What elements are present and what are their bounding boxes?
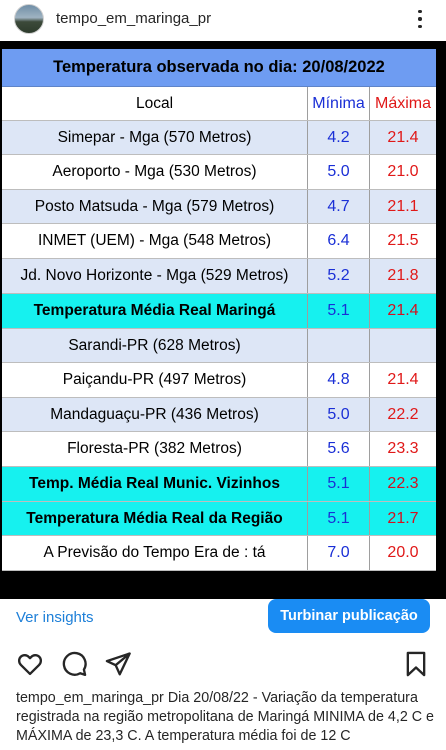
- avatar[interactable]: [14, 4, 44, 34]
- row-local: Temperatura Média Real Maringá: [2, 294, 308, 328]
- caption-text: Dia 20/08/22 - Variação da temperatura r…: [16, 690, 435, 744]
- table-row: Temperatura Média Real Maringá 5.1 21.4: [2, 294, 436, 329]
- row-min: 4.8: [308, 363, 370, 397]
- heart-icon[interactable]: [16, 650, 44, 678]
- caption-username[interactable]: tempo_em_maringa_pr: [16, 690, 164, 706]
- row-min: 5.1: [308, 502, 370, 535]
- row-local: Mandaguaçu-PR (436 Metros): [2, 398, 308, 431]
- row-local: Paiçandu-PR (497 Metros): [2, 363, 308, 397]
- row-local: Simepar - Mga (570 Metros): [2, 121, 308, 154]
- row-max: 21.4: [387, 302, 419, 319]
- post-caption: tempo_em_maringa_pr Dia 20/08/22 - Varia…: [16, 689, 436, 746]
- row-local: Floresta-PR (382 Metros): [2, 432, 308, 466]
- row-max: 21.4: [387, 128, 419, 146]
- table-row: Temp. Média Real Munic. Vizinhos 5.1 22.3: [2, 467, 436, 502]
- row-min: 5.0: [308, 398, 370, 431]
- row-max: 21.8: [387, 267, 419, 284]
- header-min: Mínima: [308, 87, 370, 120]
- post-actions: [0, 650, 446, 682]
- boost-post-button[interactable]: Turbinar publicação: [268, 599, 430, 633]
- table-row: Jd. Novo Horizonte - Mga (529 Metros) 5.2…: [2, 259, 436, 294]
- row-min: 7.0: [308, 536, 370, 570]
- row-min: 6.4: [308, 224, 370, 258]
- row-max: 21.0: [387, 163, 419, 180]
- post-username[interactable]: tempo_em_maringa_pr: [56, 10, 212, 27]
- table-row: Mandaguaçu-PR (436 Metros) 5.0 22.2: [2, 398, 436, 432]
- table-title: Temperatura observada no dia: 20/08/2022: [2, 49, 436, 87]
- table-row: Simepar - Mga (570 Metros) 4.2 21.4: [2, 121, 436, 155]
- row-local: Temperatura Média Real da Região: [2, 502, 308, 535]
- row-local: Aeroporto - Mga (530 Metros): [2, 155, 308, 189]
- row-local: Jd. Novo Horizonte - Mga (529 Metros): [2, 259, 308, 293]
- table-header-row: Local Mínima Máxima: [2, 87, 436, 121]
- row-min: 5.2: [308, 259, 370, 293]
- row-max: 22.2: [387, 405, 419, 423]
- table-row: Posto Matsuda - Mga (579 Metros) 4.7 21.1: [2, 190, 436, 224]
- row-min: 4.7: [308, 190, 370, 223]
- more-vertical-icon[interactable]: [413, 8, 427, 30]
- post-header: tempo_em_maringa_pr: [0, 0, 446, 40]
- row-min: 5.1: [308, 294, 370, 328]
- row-min: 5.1: [308, 467, 370, 501]
- row-min: 5.0: [308, 155, 370, 189]
- header-local: Local: [2, 87, 308, 120]
- comment-icon[interactable]: [60, 650, 88, 678]
- table-row: Paiçandu-PR (497 Metros) 4.8 21.4: [2, 363, 436, 398]
- table-row: A Previsão do Tempo Era de : tá 7.0 20.0: [2, 536, 436, 571]
- row-local: Sarandi-PR (628 Metros): [2, 329, 308, 362]
- row-max: 21.4: [387, 371, 419, 388]
- row-max: 22.3: [387, 475, 419, 492]
- table-row: INMET (UEM) - Mga (548 Metros) 6.4 21.5: [2, 224, 436, 259]
- insights-link[interactable]: Ver insights: [16, 609, 94, 626]
- table-row: Temperatura Média Real da Região 5.1 21.7: [2, 502, 436, 536]
- row-min: 5.6: [308, 432, 370, 466]
- row-local: Posto Matsuda - Mga (579 Metros): [2, 190, 308, 223]
- header-max: Máxima: [374, 94, 431, 112]
- table-row: Floresta-PR (382 Metros) 5.6 23.3: [2, 432, 436, 467]
- send-icon[interactable]: [104, 650, 132, 678]
- bookmark-icon[interactable]: [402, 650, 430, 678]
- row-min: [308, 329, 370, 362]
- row-min: 4.2: [308, 121, 370, 154]
- row-local: INMET (UEM) - Mga (548 Metros): [2, 224, 308, 258]
- row-max: [370, 329, 436, 362]
- row-max: 21.7: [387, 509, 419, 527]
- row-local: Temp. Média Real Munic. Vizinhos: [2, 467, 308, 501]
- row-local: A Previsão do Tempo Era de : tá: [2, 536, 308, 570]
- row-max: 20.0: [387, 544, 419, 561]
- row-max: 21.1: [387, 197, 419, 215]
- table-row: Aeroporto - Mga (530 Metros) 5.0 21.0: [2, 155, 436, 190]
- row-max: 23.3: [387, 440, 419, 457]
- row-max: 21.5: [387, 232, 419, 249]
- table-row: Sarandi-PR (628 Metros): [2, 329, 436, 363]
